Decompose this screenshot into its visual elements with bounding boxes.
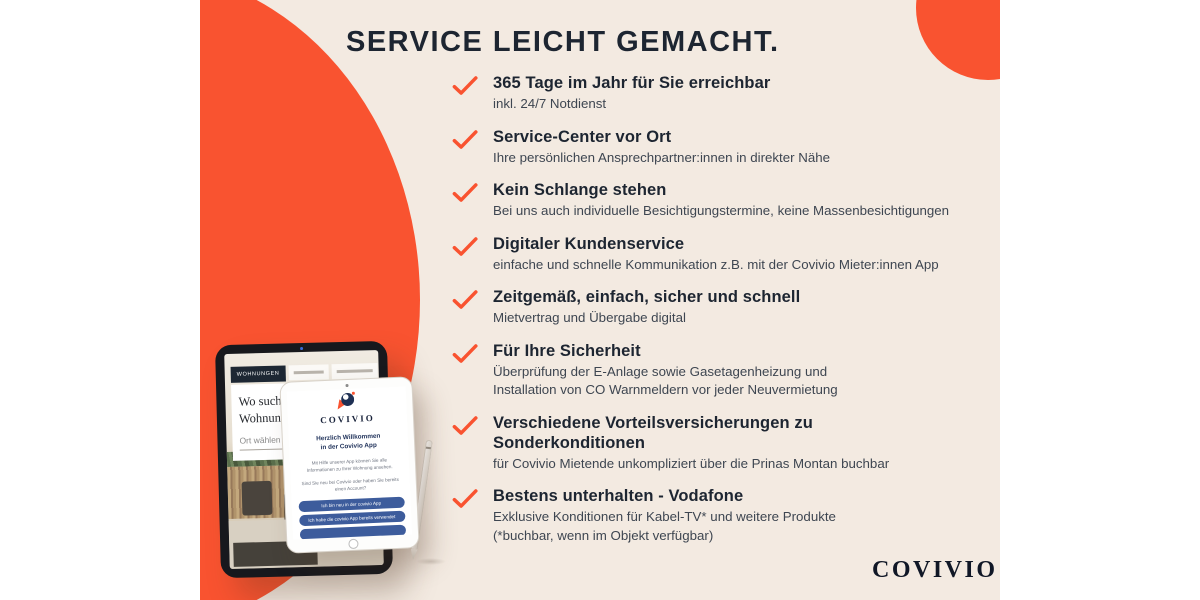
checklist-item: Digitaler Kundenservice einfache und sch…	[452, 234, 962, 275]
covivio-footer-logo: COVIVIO	[872, 557, 998, 583]
checkmark-icon	[452, 415, 478, 435]
checklist-item-text: 365 Tage im Jahr für Sie erreichbar inkl…	[493, 73, 770, 114]
checkmark-icon	[452, 129, 478, 149]
checklist-item-text: Digitaler Kundenservice einfache und sch…	[493, 234, 939, 275]
checklist-item-heading: Für Ihre Sicherheit	[493, 341, 641, 360]
checklist-item: 365 Tage im Jahr für Sie erreichbar inkl…	[452, 73, 962, 114]
checklist-item-subtext: Ihre persönlichen Ansprechpartner:innen …	[493, 149, 831, 165]
tab-wohnungen: WOHNUNGEN	[230, 365, 286, 383]
checklist-item-subtext: Exklusive Konditionen für Kabel-TV* und …	[493, 509, 836, 543]
checklist-item-text: Service-Center vor Ort Ihre persönlichen…	[493, 127, 830, 168]
stylus-shadow	[416, 558, 446, 565]
checklist-item-heading: Bestens unterhalten - Vodafone	[493, 487, 744, 505]
balcony-chair	[241, 480, 273, 516]
app-welcome-text: Herzlich Willkommen in der Covivio App	[316, 432, 381, 452]
checklist-item-text: Zeitgemäß, einfach, sicher und schnell M…	[493, 287, 800, 328]
checklist-item: Kein Schlange stehen Bei uns auch indivi…	[452, 180, 962, 221]
service-checklist: 365 Tage im Jahr für Sie erreichbar inkl…	[452, 73, 962, 558]
page-title: SERVICE LEICHT GEMACHT.	[346, 26, 780, 58]
checklist-item-heading: Digitaler Kundenservice	[493, 234, 685, 253]
checklist-item-heading: Verschiedene Vorteilsversicherungen zu S…	[493, 413, 813, 452]
checklist-item-heading: Service-Center vor Ort	[493, 127, 672, 146]
checkmark-icon	[452, 236, 478, 256]
checklist-item: Zeitgemäß, einfach, sicher und schnell M…	[452, 287, 962, 328]
app-tablet-screen: COVIVIO Herzlich Willkommen in der Coviv…	[286, 386, 413, 540]
checklist-item: Verschiedene Vorteilsversicherungen zu S…	[452, 413, 962, 474]
app-question-text: Sind Sie neu bei Covivio oder haben Sie …	[301, 476, 399, 492]
checkmark-icon	[452, 76, 478, 95]
checklist-item: Service-Center vor Ort Ihre persönlichen…	[452, 127, 962, 168]
app-tablet-mockup: COVIVIO Herzlich Willkommen in der Coviv…	[279, 376, 420, 554]
checklist-item: Bestens unterhalten - Vodafone Exklusive…	[452, 486, 962, 545]
checklist-item-subtext: inkl. 24/7 Notdienst	[493, 96, 607, 111]
tab-tertiary	[331, 363, 378, 380]
app-button-clipped	[299, 524, 406, 540]
checklist-item-subtext: Bei uns auch individuelle Besichtigungst…	[493, 203, 950, 218]
app-button-new-user: Ich bin neu in der covivio App	[298, 496, 405, 513]
checklist-item-subtext: einfache und schnelle Kommunikation z.B.…	[493, 256, 939, 272]
checklist-item: Für Ihre Sicherheit Überprüfung der E-An…	[452, 341, 962, 400]
checklist-item-text: Bestens unterhalten - Vodafone Exklusive…	[493, 486, 836, 545]
tablet-camera-icon	[300, 346, 304, 351]
checkmark-icon	[452, 489, 478, 508]
orange-circle-shape	[916, 0, 1000, 80]
checklist-item-heading: Kein Schlange stehen	[493, 181, 667, 199]
tab-secondary	[288, 364, 329, 381]
checklist-item-subtext: für Covivio Mietende unkompliziert über …	[493, 455, 890, 471]
covivio-wordmark: COVIVIO	[320, 412, 375, 426]
app-button-existing-user: Ich habe die covivio App bereits verwend…	[298, 510, 406, 527]
app-intro-text: Mit Hilfe unserer App können Sie alle In…	[306, 456, 393, 473]
slide: SERVICE LEICHT GEMACHT. 365 Tage im Jahr…	[200, 0, 1000, 600]
covivio-app-logo-icon	[338, 391, 356, 410]
tablet-camera-icon	[344, 383, 349, 388]
checklist-item-subtext: Mietvertrag und Übergabe digital	[493, 310, 686, 325]
checkmark-icon	[452, 183, 478, 202]
checklist-item-text: Verschiedene Vorteilsversicherungen zu S…	[493, 413, 962, 474]
home-button-icon	[347, 538, 359, 550]
checklist-item-heading: 365 Tage im Jahr für Sie erreichbar	[493, 74, 771, 92]
checklist-item-subtext: Überprüfung der E-Anlage sowie Gasetagen…	[493, 363, 838, 398]
checklist-item-text: Kein Schlange stehen Bei uns auch indivi…	[493, 180, 949, 221]
checklist-item-heading: Zeitgemäß, einfach, sicher und schnell	[493, 288, 801, 306]
checkmark-icon	[452, 290, 478, 309]
checklist-item-text: Für Ihre Sicherheit Überprüfung der E-An…	[493, 341, 838, 400]
checkmark-icon	[452, 343, 478, 363]
